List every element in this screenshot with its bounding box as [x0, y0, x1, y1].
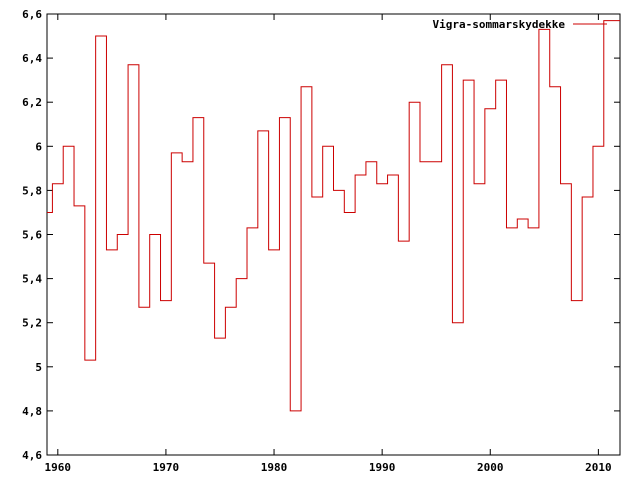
- legend-label: Vigra-sommarskydekke: [433, 18, 566, 31]
- series-line: [47, 20, 620, 412]
- axis-ticks: [47, 13, 620, 456]
- x-tick-label: 2000: [477, 461, 504, 474]
- y-tick-label: 5,8: [22, 184, 42, 197]
- y-tick-label: 5,4: [22, 273, 42, 286]
- x-tick-label: 1980: [261, 461, 288, 474]
- y-tick-label: 6,6: [22, 8, 42, 21]
- x-tick-label: 2010: [585, 461, 612, 474]
- series-layer: [47, 20, 620, 412]
- y-tick-label: 5,6: [22, 229, 42, 242]
- y-tick-label: 6: [35, 140, 42, 153]
- y-tick-label: 5,2: [22, 317, 42, 330]
- axis-tick-labels: 4,6 4,8 5 5,2 5,4 5,6 5,8 6 6,2 6,4 6,6 1960 1970 198…: [22, 8, 612, 474]
- legend: Vigra-sommarskydekke: [433, 18, 607, 31]
- y-tick-label: 6,4: [22, 52, 42, 65]
- plot-frame: [46, 13, 621, 456]
- x-tick-label: 1960: [45, 461, 72, 474]
- x-tick-label: 1970: [153, 461, 180, 474]
- y-tick-label: 6,2: [22, 96, 42, 109]
- y-tick-label: 5: [35, 361, 42, 374]
- y-tick-label: 4,6: [22, 449, 42, 462]
- y-tick-label: 4,8: [22, 405, 42, 418]
- x-tick-label: 1990: [369, 461, 396, 474]
